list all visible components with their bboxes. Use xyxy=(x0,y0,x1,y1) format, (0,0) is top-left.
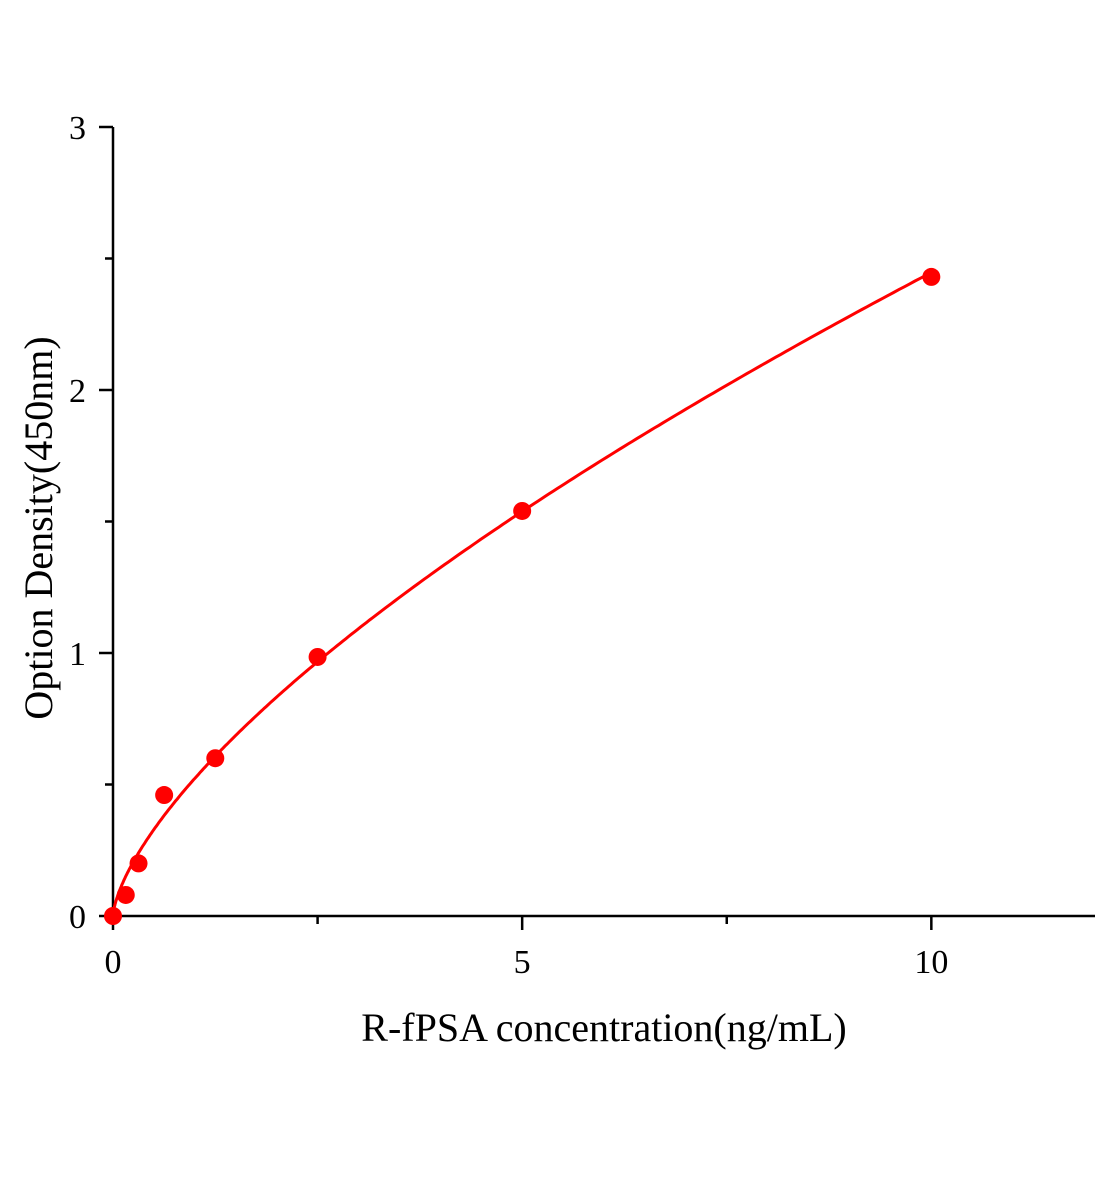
fit-curve xyxy=(111,271,933,916)
x-tick-label: 10 xyxy=(914,944,948,981)
data-points xyxy=(104,267,941,925)
x-tick-label: 0 xyxy=(105,944,122,981)
data-point xyxy=(513,501,532,520)
y-tick-label: 0 xyxy=(69,899,86,936)
x-axis-label: R-fPSA concentration(ng/mL) xyxy=(361,1005,846,1050)
data-point xyxy=(922,267,941,286)
x-tick-label: 5 xyxy=(514,944,531,981)
y-tick-label: 3 xyxy=(69,110,86,147)
data-point xyxy=(116,885,135,904)
tick-labels: 0 5 10 0 1 2 3 xyxy=(69,110,948,981)
y-axis-label: Option Density(450nm) xyxy=(16,336,61,719)
data-point xyxy=(129,854,148,873)
data-point xyxy=(155,786,174,805)
y-tick-label: 1 xyxy=(69,636,86,673)
y-tick-label: 2 xyxy=(69,373,86,410)
data-point xyxy=(206,749,225,768)
axes xyxy=(99,125,1095,930)
data-point xyxy=(308,647,327,666)
data-point xyxy=(104,907,122,925)
